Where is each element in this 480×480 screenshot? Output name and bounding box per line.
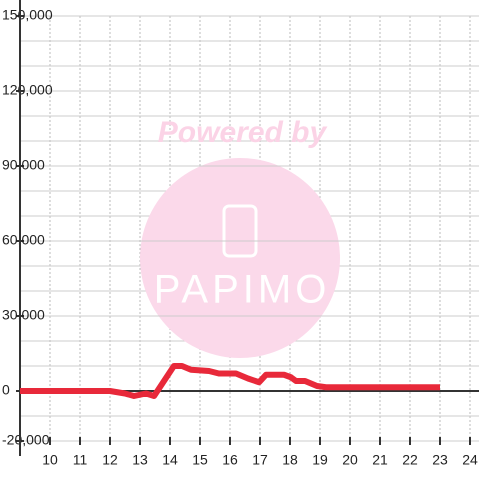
x-tick-label: 24 <box>462 452 478 468</box>
x-tick-label: 21 <box>372 452 388 468</box>
x-tick-label: 14 <box>162 452 178 468</box>
x-tick-label: 12 <box>102 452 118 468</box>
x-tick-label: 16 <box>222 452 238 468</box>
x-tick-label: 11 <box>73 452 88 468</box>
y-tick-label: 0 <box>2 382 10 398</box>
x-tick-label: 19 <box>312 452 328 468</box>
x-tick-label: 18 <box>282 452 298 468</box>
watermark-circle <box>140 158 340 358</box>
y-tick-label: 90,000 <box>2 157 45 173</box>
y-tick-label: 30,000 <box>2 307 45 323</box>
x-tick-label: 15 <box>192 452 208 468</box>
y-tick-label: -20,000 <box>2 432 50 448</box>
x-tick-label: 23 <box>432 452 448 468</box>
watermark-phone <box>222 204 258 258</box>
watermark-text: Powered by <box>158 116 328 149</box>
y-tick-label: 120,000 <box>2 82 53 98</box>
y-tick-label: 150,000 <box>2 7 53 23</box>
y-tick-label: 60,000 <box>2 232 45 248</box>
x-tick-label: 10 <box>42 452 58 468</box>
x-tick-label: 13 <box>132 452 148 468</box>
x-tick-label: 22 <box>402 452 418 468</box>
watermark-logo: PAPIMO <box>154 268 331 312</box>
x-tick-label: 20 <box>342 452 358 468</box>
x-tick-label: 17 <box>252 452 268 468</box>
line <box>20 363 440 399</box>
